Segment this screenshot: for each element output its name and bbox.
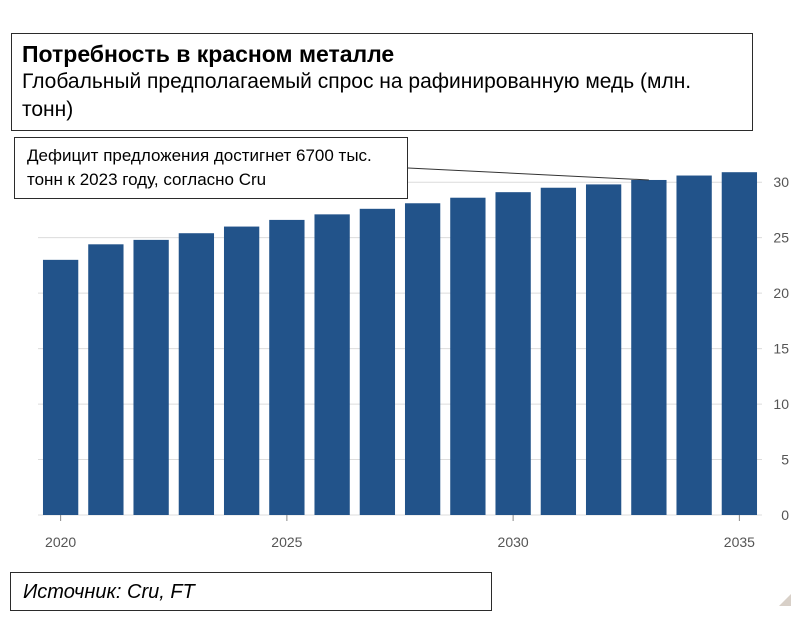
bar-2027	[359, 208, 396, 515]
bar-2034	[676, 175, 712, 515]
corner-decoration	[779, 594, 791, 606]
bar-2035	[721, 172, 758, 515]
bar-2022	[133, 239, 169, 515]
bar-2025	[269, 219, 305, 515]
annotation-callout: Дефицит предложения достигнет 6700 тыс. …	[14, 137, 408, 199]
source-note: Источник: Cru, FT	[10, 572, 492, 611]
bar-2032	[585, 184, 622, 515]
title-box: Потребность в красном металле Глобальный…	[11, 33, 753, 131]
y-tick-label: 20	[773, 285, 789, 301]
x-tick-label: 2020	[45, 534, 76, 550]
bar-2030	[495, 192, 531, 515]
x-axis-ticks: 2020 2025 2030 2035	[45, 515, 755, 550]
y-tick-label: 0	[781, 507, 789, 523]
annotation-pointer-line	[407, 167, 649, 181]
bar-2020	[42, 259, 79, 515]
x-tick-label: 2025	[271, 534, 302, 550]
bar-2033	[631, 179, 667, 515]
bar-2023	[178, 233, 215, 515]
bar-2024	[223, 226, 260, 515]
y-tick-label: 30	[773, 174, 789, 190]
bar-2026	[314, 214, 350, 515]
y-tick-label: 25	[773, 230, 789, 246]
bar-2031	[540, 187, 577, 515]
x-tick-label: 2030	[498, 534, 529, 550]
y-axis-ticks: 0 5 10 15 20 25 30	[773, 174, 789, 523]
bars	[42, 172, 758, 515]
bar-2028	[404, 203, 441, 515]
y-tick-label: 10	[773, 396, 789, 412]
y-tick-label: 5	[781, 452, 789, 468]
chart-subtitle: Глобальный предполагаемый спрос на рафин…	[22, 70, 692, 121]
y-tick-label: 15	[773, 341, 789, 357]
chart-title: Потребность в красном металле	[22, 41, 395, 67]
bar-2021	[88, 244, 124, 515]
bar-2029	[450, 197, 486, 515]
x-tick-label: 2035	[724, 534, 755, 550]
